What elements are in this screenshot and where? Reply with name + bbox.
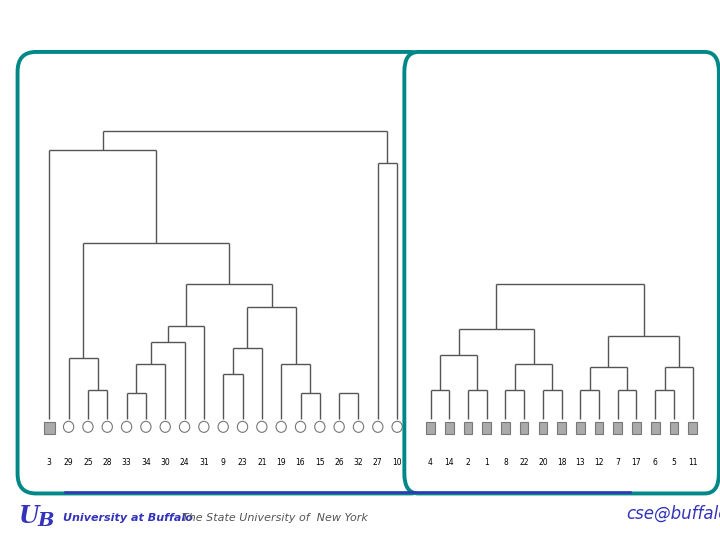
Text: 22: 22	[519, 457, 529, 467]
Text: 6: 6	[653, 457, 657, 467]
Bar	[688, 422, 697, 434]
Bar	[426, 422, 435, 434]
Bar	[632, 422, 641, 434]
Text: 31: 31	[199, 457, 209, 467]
Text: The State University of  New York: The State University of New York	[182, 512, 368, 523]
Text: 8: 8	[503, 457, 508, 467]
Text: betweenness clustering algorithm & the karate club data set: betweenness clustering algorithm & the k…	[36, 24, 708, 43]
Bar	[539, 422, 547, 434]
FancyBboxPatch shape	[405, 52, 719, 494]
Bar	[520, 422, 528, 434]
Bar	[557, 422, 566, 434]
Circle shape	[315, 421, 325, 433]
Circle shape	[392, 421, 402, 433]
Text: 18: 18	[557, 457, 567, 467]
Bar	[670, 422, 678, 434]
Circle shape	[140, 421, 151, 433]
Text: 10: 10	[392, 457, 402, 467]
Circle shape	[276, 421, 287, 433]
Text: 19: 19	[276, 457, 286, 467]
Text: 26: 26	[334, 457, 344, 467]
Circle shape	[179, 421, 189, 433]
Text: 14: 14	[444, 457, 454, 467]
Text: 2: 2	[466, 457, 470, 467]
Text: 23: 23	[238, 457, 248, 467]
Bar	[576, 422, 585, 434]
Text: 15: 15	[315, 457, 325, 467]
Text: 27: 27	[373, 457, 382, 467]
Text: 13: 13	[575, 457, 585, 467]
Text: 1: 1	[485, 457, 489, 467]
Text: 30: 30	[161, 457, 170, 467]
Text: 16: 16	[296, 457, 305, 467]
Text: 32: 32	[354, 457, 364, 467]
Text: 11: 11	[688, 457, 698, 467]
Text: U: U	[18, 504, 39, 529]
Text: 4: 4	[428, 457, 433, 467]
Circle shape	[373, 421, 383, 433]
Circle shape	[238, 421, 248, 433]
Circle shape	[83, 421, 93, 433]
Circle shape	[102, 421, 112, 433]
Bar	[464, 422, 472, 434]
Circle shape	[257, 421, 267, 433]
Text: 25: 25	[83, 457, 93, 467]
Bar	[501, 422, 510, 434]
Bar	[482, 422, 491, 434]
FancyBboxPatch shape	[17, 52, 429, 494]
Bar	[445, 422, 454, 434]
Text: 20: 20	[538, 457, 548, 467]
Text: 33: 33	[122, 457, 132, 467]
Text: 28: 28	[102, 457, 112, 467]
Circle shape	[63, 421, 73, 433]
Text: 9: 9	[221, 457, 225, 467]
Circle shape	[199, 421, 209, 433]
Text: 24: 24	[180, 457, 189, 467]
Circle shape	[218, 421, 228, 433]
Circle shape	[122, 421, 132, 433]
Text: 5: 5	[672, 457, 676, 467]
Circle shape	[334, 421, 344, 433]
Text: 29: 29	[64, 457, 73, 467]
Text: University at Buffalo: University at Buffalo	[63, 512, 193, 523]
Bar	[613, 422, 622, 434]
Text: 12: 12	[594, 457, 604, 467]
Text: 21: 21	[257, 457, 266, 467]
Bar	[651, 422, 660, 434]
Text: 17: 17	[631, 457, 642, 467]
Bar	[595, 422, 603, 434]
Text: 34: 34	[141, 457, 150, 467]
Text: 3: 3	[47, 457, 52, 467]
Circle shape	[354, 421, 364, 433]
Bar	[44, 422, 55, 434]
Text: B: B	[37, 512, 54, 530]
Circle shape	[160, 421, 171, 433]
Text: 7: 7	[616, 457, 620, 467]
Circle shape	[295, 421, 306, 433]
Text: cse@buffalo: cse@buffalo	[626, 505, 720, 523]
